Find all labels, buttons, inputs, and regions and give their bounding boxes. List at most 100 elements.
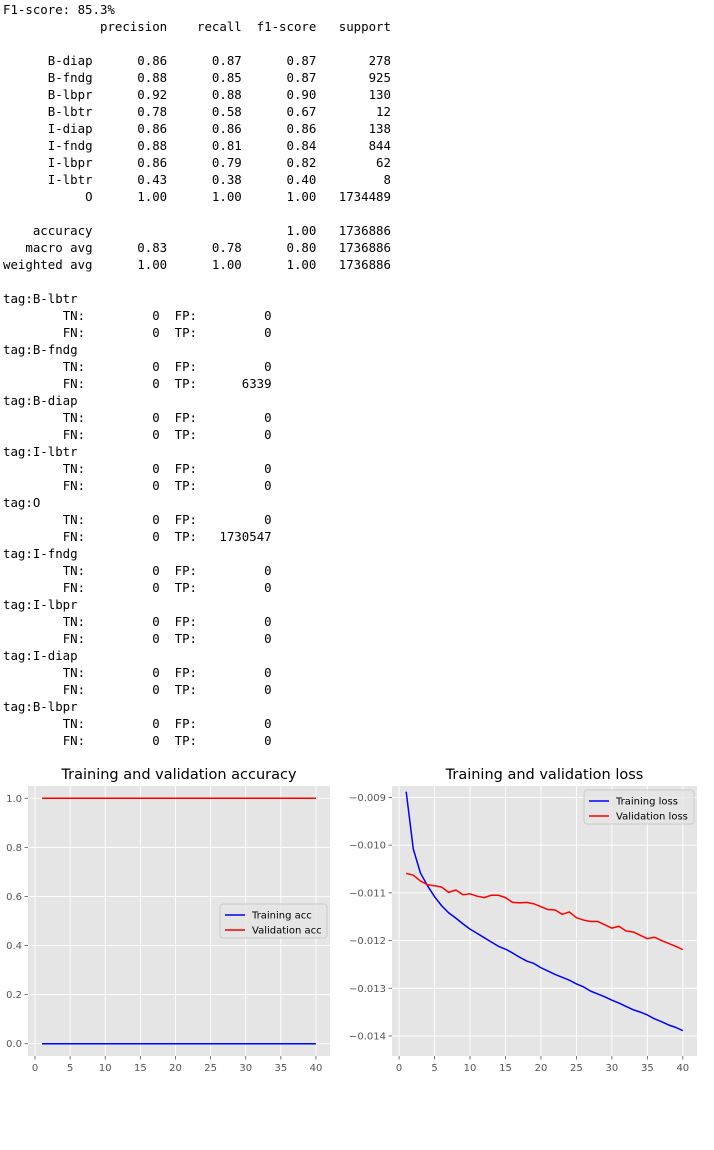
recall-value: 0.86 [211, 121, 242, 136]
row-label: O [85, 189, 93, 204]
tn-label: TN: [62, 308, 86, 323]
fn-label: FN: [62, 733, 86, 748]
x-tick-label: 35 [274, 1063, 287, 1074]
report-row: weighted avg 1.00 1.00 1.00 1736886 [3, 256, 391, 273]
row-label: macro avg [25, 240, 93, 255]
fp-value: 0 [264, 716, 272, 731]
fn-label: FN: [62, 478, 86, 493]
support-value: 1736886 [338, 240, 391, 255]
confusion-tag-label: tag:B-diap [3, 393, 78, 408]
f1-value: 0.67 [286, 104, 317, 119]
header-f1-score: f1-score [256, 19, 317, 34]
confusion-tag-label: tag:B-fndg [3, 342, 78, 357]
fn-label: FN: [62, 529, 86, 544]
confusion-tag-line: tag:I-diap [3, 647, 391, 664]
x-tick-label: 10 [99, 1063, 112, 1074]
blank-line [3, 205, 391, 222]
precision-value: 0.78 [137, 104, 168, 119]
tn-value: 0 [152, 716, 160, 731]
tp-value: 0 [264, 325, 272, 340]
report-header: precision recall f1-score support [3, 18, 391, 35]
fn-value: 0 [152, 733, 160, 748]
support-value: 130 [368, 87, 391, 102]
f1-value: 0.80 [286, 240, 317, 255]
y-tick-label: −0.009 [349, 793, 386, 804]
fp-label: FP: [174, 716, 197, 731]
confusion-row: TN: 0 FP: 0 [3, 715, 391, 732]
fn-value: 0 [152, 631, 160, 646]
confusion-tag-label: tag:I-lbpr [3, 597, 78, 612]
tp-label: TP: [174, 631, 197, 646]
confusion-row: FN: 0 TP: 0 [3, 426, 391, 443]
confusion-row: FN: 0 TP: 1730547 [3, 528, 391, 545]
precision-value: 1.00 [137, 189, 168, 204]
support-value: 844 [368, 138, 391, 153]
support-value: 1734489 [338, 189, 391, 204]
f1-value: 0.87 [286, 53, 317, 68]
confusion-tag-label: tag:B-lbpr [3, 699, 78, 714]
row-label: B-diap [47, 53, 93, 68]
fn-label: FN: [62, 631, 86, 646]
support-value: 1736886 [338, 223, 391, 238]
confusion-row: TN: 0 FP: 0 [3, 460, 391, 477]
chart-legend: Training loss Validation loss [583, 789, 695, 825]
legend-label: Training loss [615, 797, 678, 808]
recall-value: 1.00 [211, 257, 242, 272]
tp-label: TP: [174, 325, 197, 340]
fn-value: 0 [152, 376, 160, 391]
confusion-row: FN: 0 TP: 0 [3, 630, 391, 647]
confusion-tag-line: tag:B-lbtr [3, 290, 391, 307]
x-tick-label: 5 [67, 1063, 73, 1074]
y-tick-label: −0.010 [349, 841, 386, 852]
confusion-row: TN: 0 FP: 0 [3, 613, 391, 630]
fp-value: 0 [264, 308, 272, 323]
legend-box [219, 903, 328, 939]
y-tick-label: 1.0 [6, 794, 22, 805]
fn-value: 0 [152, 529, 160, 544]
y-tick-label: 0.2 [6, 990, 22, 1001]
confusion-row: FN: 0 TP: 0 [3, 579, 391, 596]
tp-value: 0 [264, 580, 272, 595]
fp-value: 0 [264, 461, 272, 476]
tn-label: TN: [62, 359, 86, 374]
precision-value: 0.86 [137, 155, 168, 170]
report-row: O 1.00 1.00 1.00 1734489 [3, 188, 391, 205]
series-line-training [405, 791, 684, 1032]
confusion-tag-line: tag:I-lbpr [3, 596, 391, 613]
f1-score-line: F1-score: 85.3% [3, 1, 391, 18]
x-tick-label: 0 [396, 1063, 402, 1074]
f1-value: 0.90 [286, 87, 317, 102]
tn-label: TN: [62, 716, 86, 731]
confusion-row: TN: 0 FP: 0 [3, 562, 391, 579]
fp-label: FP: [174, 665, 197, 680]
confusion-row: FN: 0 TP: 0 [3, 681, 391, 698]
header-support: support [338, 19, 391, 34]
x-tick-label: 30 [606, 1063, 619, 1074]
row-label: B-fndg [47, 70, 93, 85]
support-value: 12 [376, 104, 391, 119]
x-tick-label: 5 [431, 1063, 437, 1074]
y-tick-label: 0.0 [6, 1039, 22, 1050]
recall-value: 0.79 [211, 155, 242, 170]
fp-label: FP: [174, 308, 197, 323]
precision-value: 0.88 [137, 138, 168, 153]
fp-value: 0 [264, 410, 272, 425]
tn-value: 0 [152, 563, 160, 578]
report-row: macro avg 0.83 0.78 0.80 1736886 [3, 239, 391, 256]
f1-value: 0.86 [286, 121, 317, 136]
fn-label: FN: [62, 427, 86, 442]
tp-label: TP: [174, 580, 197, 595]
fp-label: FP: [174, 410, 197, 425]
fn-label: FN: [62, 580, 86, 595]
confusion-row: FN: 0 TP: 6339 [3, 375, 391, 392]
fp-value: 0 [264, 359, 272, 374]
tn-label: TN: [62, 563, 86, 578]
row-label: accuracy [32, 223, 93, 238]
legend-label: Training acc [251, 911, 312, 922]
fn-label: FN: [62, 325, 86, 340]
confusion-tag-line: tag:B-lbpr [3, 698, 391, 715]
x-tick-label: 25 [570, 1063, 583, 1074]
x-tick-label: 20 [169, 1063, 182, 1074]
confusion-row: FN: 0 TP: 0 [3, 477, 391, 494]
precision-value: 0.92 [137, 87, 168, 102]
